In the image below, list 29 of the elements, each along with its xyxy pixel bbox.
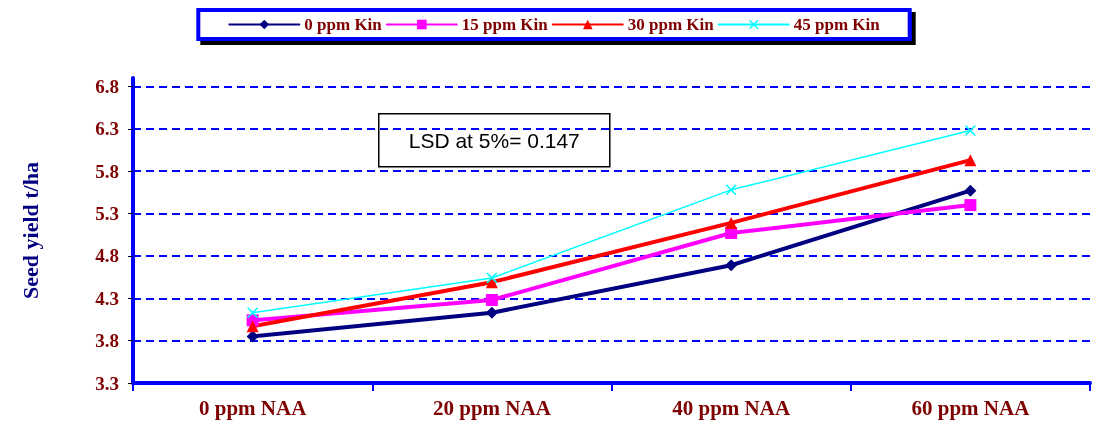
point [964, 199, 977, 212]
legend-label: 30 ppm Kin [627, 15, 715, 34]
point [486, 272, 498, 284]
point [964, 184, 977, 197]
y-tick-label: 5.8 [95, 160, 119, 182]
y-tick-label: 4.8 [95, 245, 119, 267]
legend-label: 15 ppm Kin [461, 15, 549, 34]
annotation: LSD at 5%= 0.147 [408, 128, 580, 152]
legend-label: 45 ppm Kin [793, 15, 881, 34]
y-tick-label: 6.3 [95, 118, 119, 140]
y-tick-label: 3.8 [95, 330, 119, 352]
y-tick-label: 6.8 [95, 75, 119, 97]
x-tick-label: 40 ppm NAA [672, 395, 791, 420]
legend-label: 0 ppm Kin [304, 15, 383, 34]
y-tick-label: 5.3 [95, 203, 119, 225]
x-tick-label: 60 ppm NAA [911, 395, 1031, 420]
point [725, 216, 738, 229]
point [725, 184, 737, 196]
y-tick-label: 3.3 [95, 372, 119, 394]
point [725, 259, 738, 272]
point [964, 154, 977, 167]
point [485, 293, 498, 306]
y-tick-label: 4.3 [95, 287, 119, 309]
x-tick-label: 20 ppm NAA [432, 395, 552, 420]
y-axis-title: Seed yield t/ha [17, 162, 43, 299]
point [247, 307, 259, 319]
point [246, 320, 259, 333]
point [964, 125, 976, 137]
x-tick-label: 0 ppm NAA [198, 395, 308, 420]
